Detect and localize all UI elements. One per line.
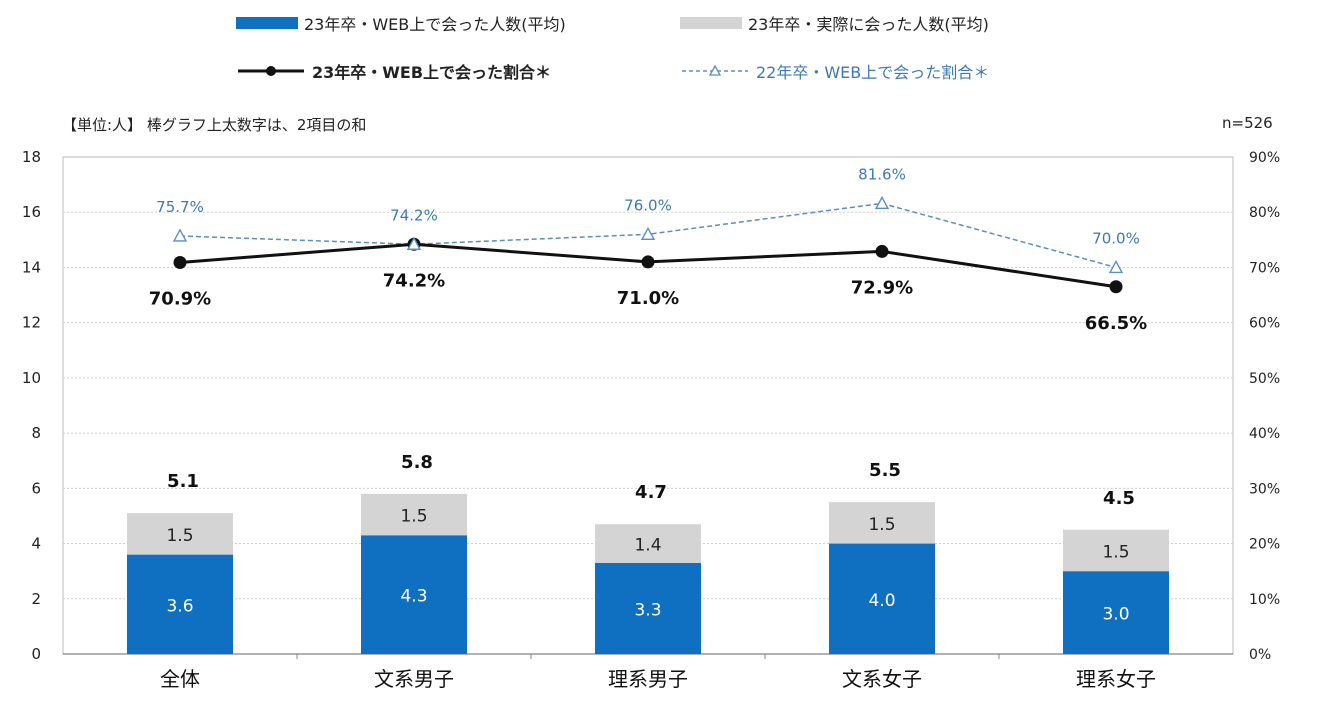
rate23-data-label: 70.9%	[149, 288, 211, 309]
y-right-tick-label: 60%	[1249, 316, 1280, 332]
legend-label-rate22: 22年卒・WEB上で会った割合＊	[756, 63, 990, 82]
legend-swatch-rate22	[682, 64, 748, 76]
unit-note: 【単位:人】 棒グラフ上太数字は、2項目の和	[62, 116, 367, 134]
bar-web-met-label: 4.0	[868, 591, 895, 611]
y-right-tick-label: 80%	[1249, 205, 1280, 221]
bar-total-label: 5.1	[167, 471, 199, 492]
x-tick-label: 理系男子	[608, 667, 688, 691]
y-left-tick-label: 16	[22, 203, 41, 221]
bar-total-label: 4.5	[1103, 488, 1135, 509]
bar-real-met	[1063, 529, 1169, 572]
legend-item-rate22: 22年卒・WEB上で会った割合＊	[680, 59, 989, 83]
point-rate22	[640, 226, 656, 241]
bar-real-met-label: 1.5	[1102, 542, 1129, 562]
x-tick-label: 理系女子	[1076, 667, 1156, 691]
y-left-tick-label: 14	[22, 258, 41, 276]
rate23-data-label: 74.2%	[383, 270, 445, 291]
bar-web-met-label: 3.6	[166, 596, 193, 616]
bar-web-met-label: 3.3	[634, 600, 661, 620]
legend-label-real-met: 23年卒・実際に会った人数(平均)	[748, 15, 989, 34]
y-left-tick-label: 18	[22, 148, 41, 166]
bar-total-label: 5.5	[869, 460, 901, 481]
point-rate22	[1108, 259, 1124, 274]
y-left-tick-label: 8	[31, 424, 41, 442]
bar-real-met	[361, 493, 467, 536]
rate22-data-label: 75.7%	[156, 198, 204, 216]
y-right-tick-label: 0%	[1249, 647, 1271, 663]
bar-web-met	[1063, 571, 1169, 654]
y-left-tick-label: 10	[22, 369, 41, 387]
legend-swatch-web-met	[236, 17, 298, 29]
legend-label-web-met: 23年卒・WEB上で会った人数(平均)	[304, 15, 566, 34]
bar-real-met-label: 1.4	[634, 536, 661, 556]
rate22-data-label: 70.0%	[1092, 229, 1140, 247]
point-rate22	[874, 195, 890, 210]
point-rate23	[1109, 280, 1123, 294]
legend-swatch-rate23	[238, 66, 304, 76]
bar-web-met	[127, 554, 233, 654]
x-tick-label: 文系女子	[842, 667, 922, 691]
point-rate23	[173, 255, 187, 269]
bar-real-met-label: 1.5	[400, 507, 427, 527]
y-right-tick-label: 10%	[1249, 592, 1280, 608]
y-right-tick-label: 30%	[1249, 481, 1280, 497]
rate23-data-label: 66.5%	[1085, 313, 1147, 334]
y-left-tick-label: 2	[31, 590, 41, 608]
x-tick-label: 全体	[160, 667, 200, 691]
bar-real-met	[595, 524, 701, 563]
bar-web-met-label: 4.3	[400, 587, 427, 607]
legend-item-real-met: 23年卒・実際に会った人数(平均)	[680, 11, 989, 35]
rate23-data-label: 72.9%	[851, 277, 913, 298]
rate23-data-label: 71.0%	[617, 288, 679, 309]
legend-label-rate23: 23年卒・WEB上で会った割合＊	[312, 63, 552, 82]
bar-real-met-label: 1.5	[166, 526, 193, 546]
bar-total-label: 4.7	[635, 482, 667, 503]
y-right-tick-label: 50%	[1249, 371, 1280, 387]
bar-total-label: 5.8	[401, 452, 433, 473]
bar-web-met	[829, 543, 935, 654]
rate22-data-label: 81.6%	[858, 165, 906, 183]
bar-web-met	[361, 535, 467, 654]
legend-swatch-real-met	[680, 17, 742, 29]
bar-web-met	[595, 562, 701, 654]
legend-item-web-met: 23年卒・WEB上で会った人数(平均)	[236, 11, 566, 35]
point-rate23	[641, 255, 655, 269]
point-rate22	[172, 228, 188, 242]
bar-real-met	[829, 502, 935, 544]
x-tick-label: 文系男子	[374, 667, 454, 691]
bar-web-met-label: 3.0	[1102, 605, 1129, 625]
y-right-tick-label: 20%	[1249, 537, 1280, 553]
y-right-tick-label: 90%	[1249, 150, 1280, 166]
y-left-tick-label: 6	[31, 479, 41, 497]
point-rate22	[406, 236, 422, 250]
legend-item-rate23: 23年卒・WEB上で会った割合＊	[236, 59, 551, 83]
bar-real-met-label: 1.5	[868, 515, 895, 535]
y-right-tick-label: 40%	[1249, 426, 1280, 442]
y-right-tick-label: 70%	[1249, 260, 1280, 276]
y-left-tick-label: 12	[22, 314, 41, 332]
sample-size: n=526	[1222, 114, 1273, 132]
y-left-tick-label: 4	[31, 535, 41, 553]
bar-real-met	[127, 513, 233, 555]
rate22-data-label: 74.2%	[390, 206, 438, 224]
y-left-tick-label: 0	[31, 645, 41, 663]
rate22-data-label: 76.0%	[624, 196, 672, 214]
point-rate23	[875, 244, 889, 258]
